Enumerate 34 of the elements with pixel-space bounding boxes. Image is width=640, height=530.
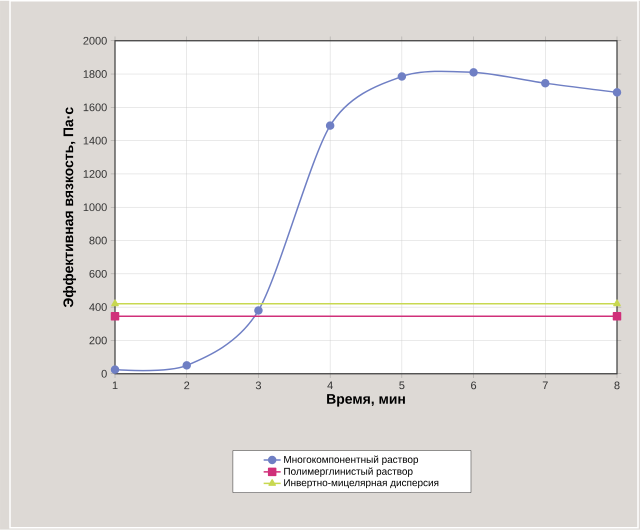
- x-tick-label: 7: [542, 382, 548, 390]
- y-tick-label: 1400: [84, 136, 107, 145]
- point: [612, 312, 622, 321]
- point: [469, 68, 478, 77]
- y-tick-label: 800: [89, 236, 107, 245]
- x-axis-title: Время, мин: [327, 394, 405, 407]
- y-tick-label: 1600: [84, 104, 107, 112]
- point: [182, 361, 191, 370]
- x-tick-label: 6: [471, 382, 476, 390]
- legend-label: Инвертно-мицелярная дисперсия: [284, 479, 438, 488]
- legend-label: Многокомпонентный раствор: [284, 456, 418, 466]
- x-tick-label: 4: [327, 382, 333, 390]
- y-tick-label: 1800: [84, 70, 107, 78]
- point: [541, 79, 550, 88]
- y-tick-label: 200: [90, 336, 107, 344]
- point: [612, 88, 622, 97]
- y-tick-label: 0: [102, 370, 107, 378]
- point: [326, 122, 334, 130]
- x-tick-label: 2: [184, 382, 190, 390]
- y-tick-label: 1200: [84, 170, 107, 178]
- point: [110, 365, 120, 374]
- point: [254, 306, 263, 315]
- x-tick-label: 3: [256, 382, 261, 390]
- y-tick-label: 400: [89, 303, 107, 312]
- y-tick-label: 2000: [83, 36, 107, 45]
- x-tick-label: 1: [112, 382, 118, 390]
- x-tick-label: 5: [399, 382, 404, 390]
- y-tick-label: 1000: [84, 203, 107, 212]
- y-axis-title: Эффективная вязкость, Па·с: [63, 107, 76, 308]
- legend-label: Полимерглинистый раствор: [284, 468, 413, 477]
- x-tick-label: 8: [614, 382, 620, 390]
- point: [110, 312, 120, 321]
- point: [398, 72, 406, 81]
- y-tick-label: 600: [90, 270, 107, 278]
